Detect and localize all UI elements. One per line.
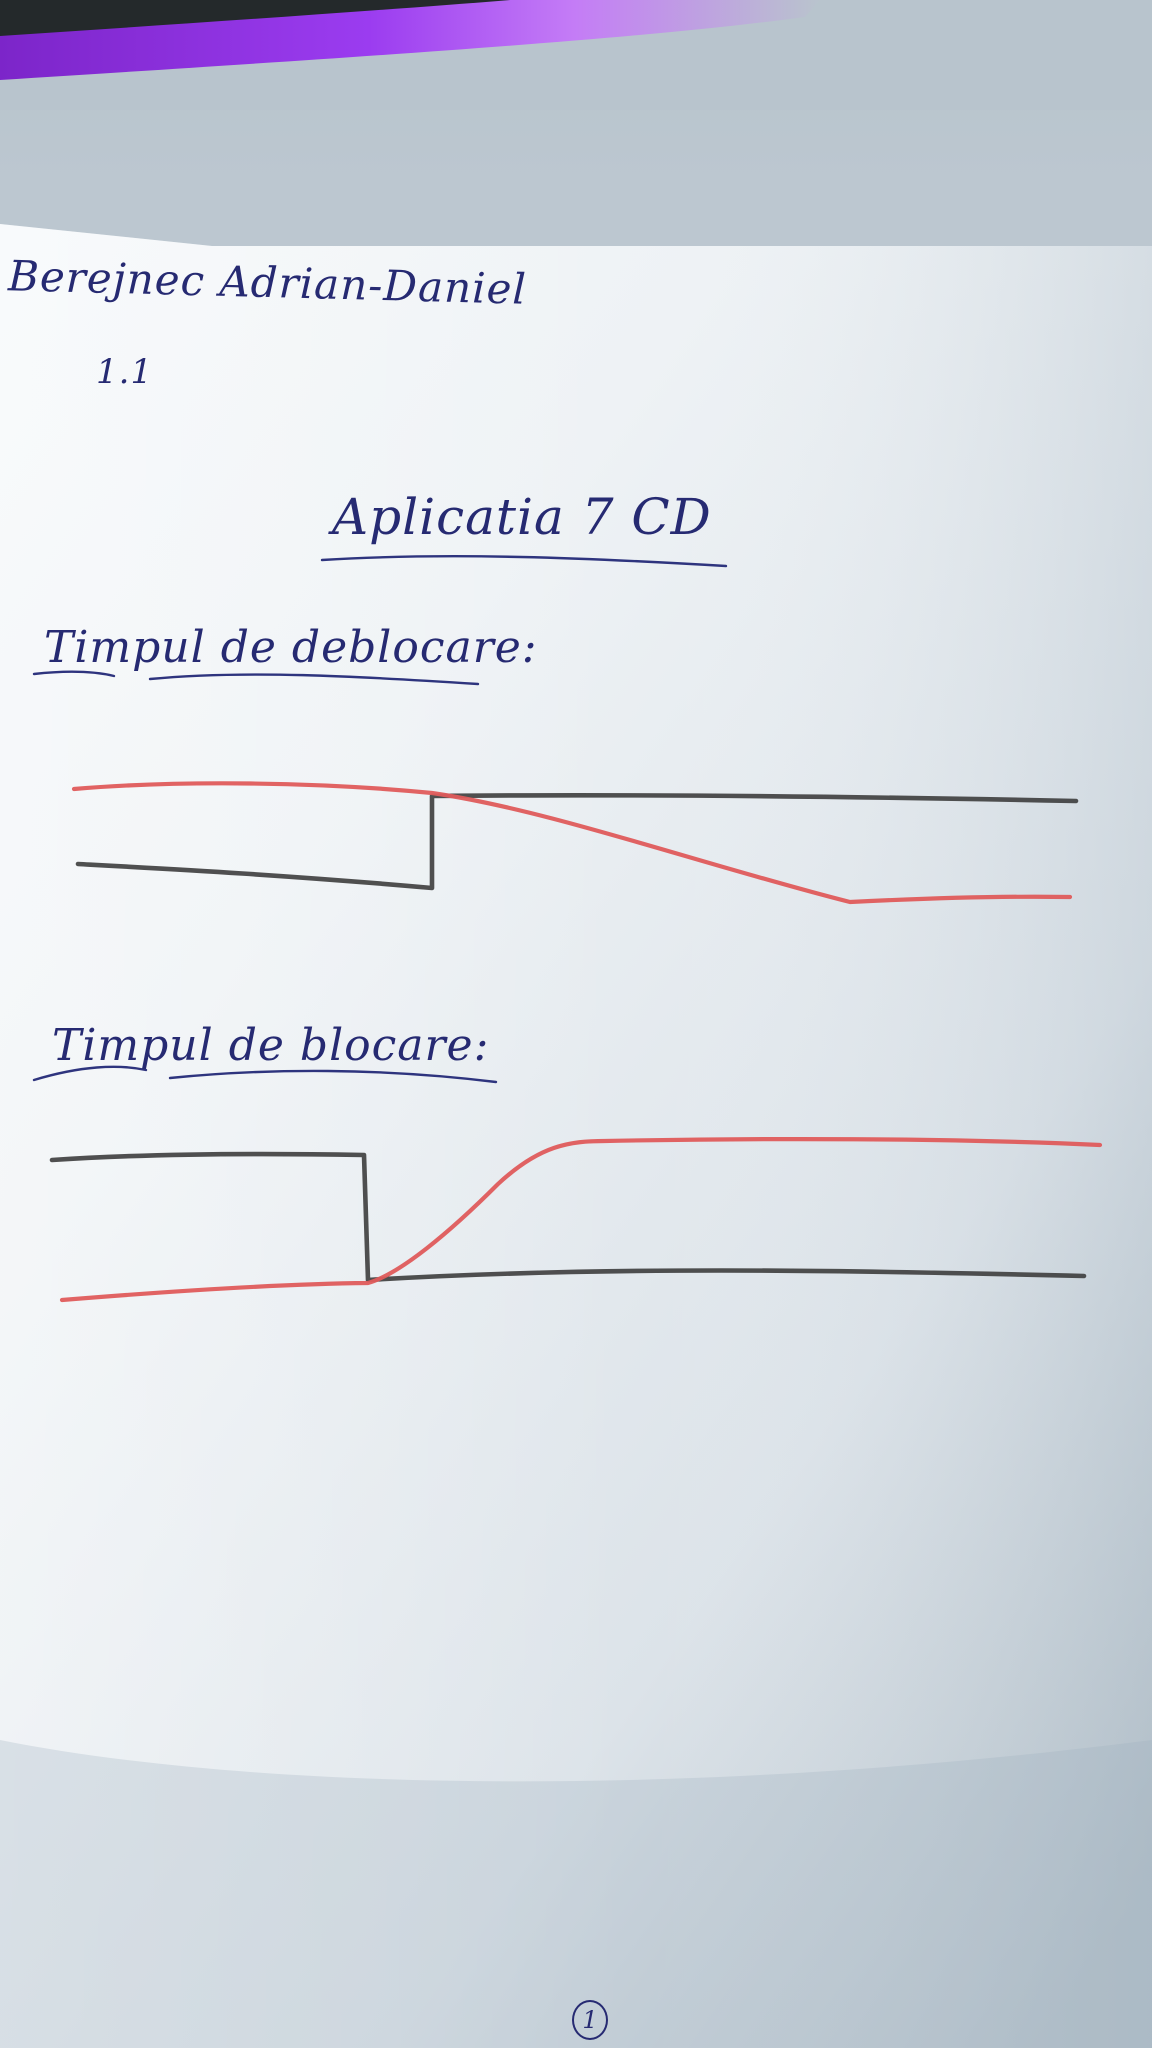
purple-object-on-desk: [0, 0, 1152, 110]
section-unblock-underline: [32, 670, 480, 686]
block-waveform: [49, 1136, 1103, 1303]
unblock-control-signal: [75, 792, 1079, 891]
group-number: 1.1: [96, 352, 154, 392]
assignment-title: Aplicatia 7 CD: [332, 488, 712, 546]
unblock-device-response: [71, 781, 1073, 905]
block-control-signal: [49, 1151, 1087, 1283]
block-device-response: [59, 1136, 1103, 1303]
title-underline: [320, 555, 728, 568]
section-block-underline: [32, 1065, 498, 1084]
section-unblock-heading: Timpul de deblocare:: [44, 622, 538, 673]
page-number-circle: 1: [572, 2000, 608, 2040]
unblock-waveform: [71, 781, 1079, 905]
section-block-heading: Timpul de blocare:: [52, 1020, 490, 1071]
